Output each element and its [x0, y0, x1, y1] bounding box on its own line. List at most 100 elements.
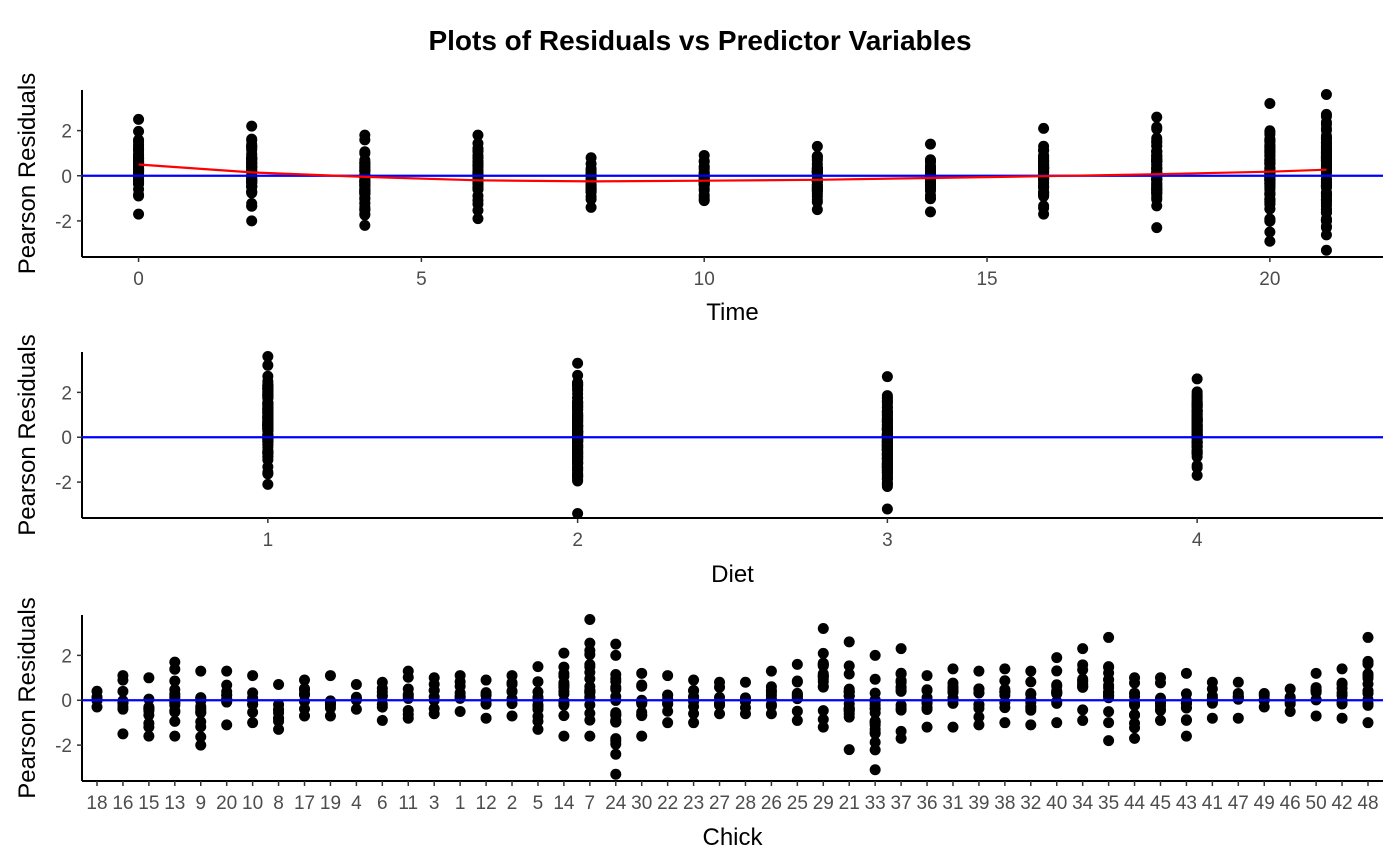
data-point	[739, 676, 751, 688]
data-point	[636, 730, 648, 742]
data-point	[472, 149, 484, 161]
x-tick-label: 9	[195, 793, 206, 814]
data-point	[1151, 121, 1163, 133]
data-point	[359, 186, 371, 198]
data-point	[472, 176, 484, 188]
data-point	[572, 414, 584, 426]
data-point	[1191, 388, 1203, 400]
data-point	[350, 679, 362, 691]
data-point	[1151, 192, 1163, 204]
data-point	[817, 622, 829, 634]
x-tick-label: 2	[572, 530, 583, 551]
data-point	[688, 717, 700, 729]
data-point	[506, 710, 518, 722]
data-point	[1154, 703, 1166, 715]
data-point	[881, 371, 893, 383]
data-point	[299, 674, 311, 686]
data-point	[1320, 122, 1332, 134]
data-point	[869, 764, 881, 776]
data-point	[817, 705, 829, 717]
data-point	[359, 219, 371, 231]
data-point	[246, 200, 258, 212]
data-point	[246, 186, 258, 198]
data-point	[1264, 235, 1276, 247]
data-point	[881, 503, 893, 515]
data-point	[532, 676, 544, 688]
data-point	[1320, 182, 1332, 194]
x-tick-label: 3	[429, 793, 440, 814]
x-tick-label: 24	[605, 793, 627, 814]
data-point	[1232, 690, 1244, 702]
data-point	[572, 508, 584, 520]
x-tick-label: 3	[882, 530, 893, 551]
data-point	[811, 150, 823, 162]
data-point	[947, 721, 959, 733]
data-point	[1264, 193, 1276, 205]
data-point	[817, 680, 829, 692]
data-point	[999, 686, 1011, 698]
x-tick-label: 11	[398, 793, 418, 814]
data-point	[1025, 665, 1037, 677]
data-point	[1180, 667, 1192, 679]
data-point	[973, 711, 985, 723]
data-point	[1103, 717, 1115, 729]
data-point	[169, 688, 181, 700]
data-point	[1336, 663, 1348, 675]
x-tick-label: 47	[1228, 793, 1249, 814]
data-point	[262, 425, 274, 437]
data-point	[359, 134, 371, 146]
data-point	[1310, 710, 1322, 722]
data-point	[881, 450, 893, 462]
data-point	[1264, 154, 1276, 166]
data-point	[117, 685, 129, 697]
data-point	[811, 140, 823, 152]
x-tick-label: 15	[138, 793, 159, 814]
data-point	[662, 705, 674, 717]
data-point	[924, 193, 936, 205]
data-point	[765, 665, 777, 677]
data-point	[1038, 178, 1050, 190]
data-point	[1103, 692, 1115, 704]
data-point	[143, 717, 155, 729]
x-tick-label: 14	[553, 793, 575, 814]
data-point	[324, 670, 336, 682]
data-point	[506, 685, 518, 697]
x-tick-label: 27	[709, 793, 730, 814]
data-point	[1310, 685, 1322, 697]
data-point	[247, 687, 259, 699]
x-tick-label: 37	[891, 793, 912, 814]
y-tick-label: 0	[61, 167, 72, 188]
y-axis-label: Pearson Residuals	[14, 334, 41, 535]
data-point	[698, 156, 710, 168]
data-point	[636, 696, 648, 708]
data-point	[791, 714, 803, 726]
data-point	[247, 699, 259, 711]
data-point	[999, 717, 1011, 729]
data-point	[117, 674, 129, 686]
x-tick-label: 26	[761, 793, 782, 814]
x-tick-label: 20	[1259, 269, 1280, 290]
data-point	[1191, 426, 1203, 438]
data-point	[1077, 675, 1089, 687]
data-point	[869, 716, 881, 728]
x-axis-label: Chick	[702, 824, 763, 851]
x-tick-label: 23	[683, 793, 704, 814]
y-tick-label: 2	[61, 383, 72, 404]
data-point	[869, 673, 881, 685]
data-point	[869, 703, 881, 715]
data-point	[1320, 214, 1332, 226]
data-point	[558, 679, 570, 691]
data-point	[1151, 140, 1163, 152]
data-point	[765, 708, 777, 720]
data-point	[924, 155, 936, 167]
data-point	[662, 689, 674, 701]
data-point	[881, 395, 893, 407]
data-point	[402, 690, 414, 702]
data-point	[117, 728, 129, 740]
data-point	[402, 671, 414, 683]
data-point	[1362, 687, 1374, 699]
data-point	[636, 680, 648, 692]
data-point	[169, 715, 181, 727]
data-point	[610, 748, 622, 760]
